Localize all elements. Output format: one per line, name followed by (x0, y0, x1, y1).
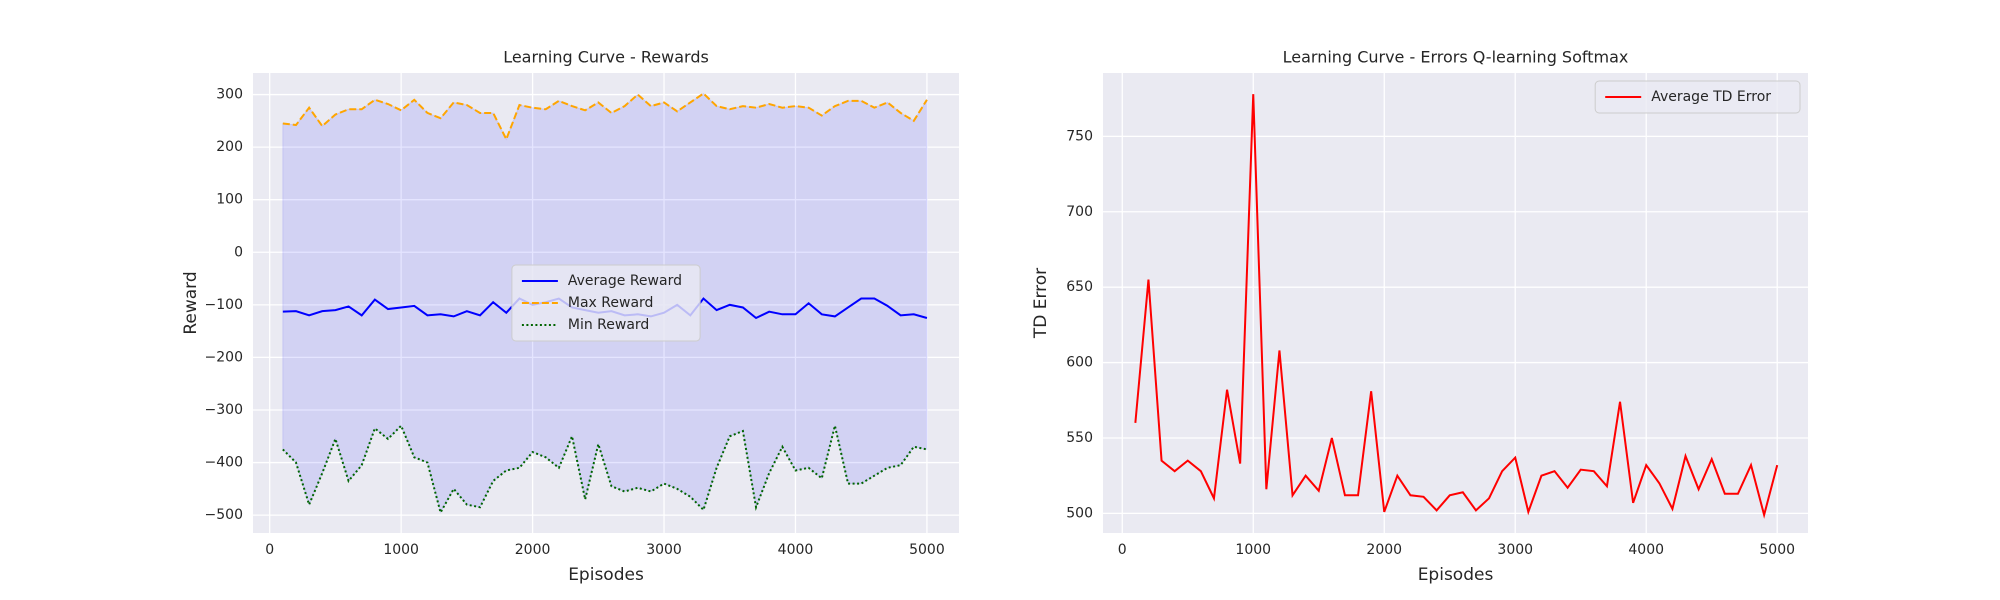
y-tick-label: 500 (1066, 505, 1093, 521)
x-tick-label: 0 (1118, 542, 1127, 558)
x-tick-label: 1000 (383, 542, 419, 558)
y-tick-label: 700 (1066, 204, 1093, 220)
x-tick-label: 3000 (1497, 542, 1533, 558)
x-tick-label: 2000 (1366, 542, 1402, 558)
y-tick-label: 550 (1066, 430, 1093, 446)
x-axis-label: Episodes (1418, 565, 1494, 585)
y-tick-label: −100 (205, 297, 243, 313)
y-tick-label: 650 (1066, 279, 1093, 295)
x-tick-label: 4000 (1628, 542, 1664, 558)
y-tick-label: 100 (216, 192, 243, 208)
legend-label: Max Reward (568, 295, 654, 311)
x-tick-label: 5000 (1759, 542, 1795, 558)
y-tick-label: −300 (205, 402, 243, 418)
y-tick-label: 300 (216, 87, 243, 103)
chart-title: Learning Curve - Rewards (503, 48, 709, 67)
y-tick-label: −400 (205, 455, 243, 471)
x-tick-label: 1000 (1235, 542, 1271, 558)
x-tick-label: 4000 (778, 542, 814, 558)
legend-label: Average Reward (568, 273, 682, 289)
y-tick-label: 600 (1066, 355, 1093, 371)
y-tick-label: 200 (216, 139, 243, 155)
x-tick-label: 5000 (909, 542, 945, 558)
legend-label: Average TD Error (1651, 89, 1771, 105)
x-axis-label: Episodes (568, 565, 644, 585)
chart-title: Learning Curve - Errors Q-learning Softm… (1283, 48, 1629, 67)
legend: Average TD Error (1594, 80, 1801, 114)
y-tick-label: 0 (234, 244, 243, 260)
x-tick-label: 2000 (515, 542, 551, 558)
y-tick-label: −200 (205, 349, 243, 365)
legend-box (1594, 80, 1801, 114)
legend-label: Min Reward (568, 317, 649, 333)
legend: Average Reward Max Reward Min Reward (511, 264, 701, 342)
series-line (282, 423, 928, 516)
series-line (1134, 94, 1779, 519)
series-line (282, 92, 928, 142)
y-tick-label: −500 (205, 507, 243, 523)
y-axis-label: TD Error (1031, 268, 1051, 339)
x-tick-label: 3000 (646, 542, 682, 558)
y-axis-label: Reward (181, 271, 201, 334)
legend-box (511, 264, 701, 342)
y-tick-label: 750 (1066, 128, 1093, 144)
x-tick-label: 0 (265, 542, 274, 558)
plot-area (1103, 73, 1808, 533)
